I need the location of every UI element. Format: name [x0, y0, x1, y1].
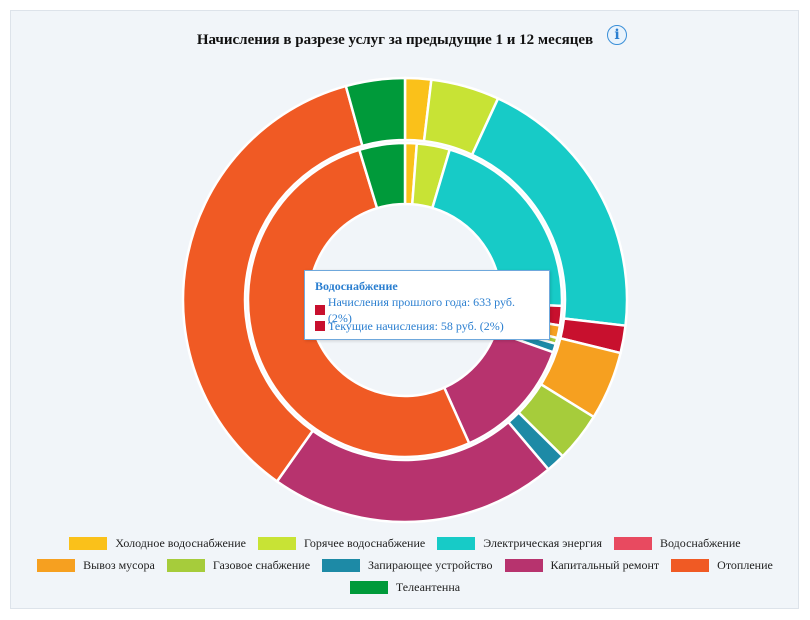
legend-swatch: [166, 558, 205, 572]
tooltip-row-2-text: Текущие начисления: 58 руб. (2%): [328, 319, 504, 333]
legend-item[interactable]: Водоснабжение: [614, 536, 741, 551]
legend-label: Вывоз мусора: [83, 557, 155, 572]
legend-item[interactable]: Запирающее устройство: [322, 558, 493, 573]
tooltip-row-1: Начисления прошлого года: 633 руб. (2%): [315, 295, 539, 325]
legend-label: Горячее водоснабжение: [303, 535, 426, 550]
legend-swatch: [349, 580, 388, 594]
tooltip-swatch-1: [315, 305, 325, 315]
legend-item[interactable]: Холодное водоснабжение: [69, 536, 246, 551]
legend-item[interactable]: Газовое снабжение: [166, 557, 311, 573]
tooltip-swatch-2: [315, 321, 325, 331]
legend-label: Холодное водоснабжение: [115, 535, 246, 550]
legend-swatch: [69, 536, 108, 550]
legend-swatch: [437, 536, 476, 550]
slice-outer-8[interactable]: [181, 84, 364, 484]
legend-label: Водоснабжение: [660, 535, 741, 550]
legend-item[interactable]: Вывоз мусора: [37, 558, 155, 573]
tooltip-row-1-text: Начисления прошлого года: 633 руб. (2%): [327, 295, 515, 325]
legend-row-3: Телеантенна: [0, 576, 810, 598]
tooltip-row-2: Текущие начисления: 58 руб. (2%): [315, 318, 539, 334]
legend-item[interactable]: Телеантенна: [349, 579, 461, 595]
tooltip-title: Водоснабжение: [315, 279, 398, 293]
legend: Холодное водоснабжение Горячее водоснабже…: [0, 532, 810, 598]
legend-item[interactable]: Электрическая энергия: [437, 536, 602, 551]
slice-outer-9[interactable]: [344, 76, 407, 148]
legend-swatch: [322, 558, 361, 572]
legend-swatch: [671, 558, 710, 572]
info-icon[interactable]: i: [607, 25, 627, 45]
legend-swatch: [257, 536, 296, 550]
legend-label: Запирающее устройство: [368, 557, 493, 572]
legend-row-2: Вывоз мусора Газовое снабжение Запирающее …: [0, 554, 810, 576]
legend-item[interactable]: Отопление: [671, 558, 773, 573]
tooltip: Водоснабжение Начисления прошлого года: …: [304, 270, 550, 340]
legend-label: Газовое снабжение: [212, 557, 311, 572]
legend-label: Телеантенна: [395, 579, 461, 594]
legend-label: Отопление: [717, 557, 773, 572]
legend-label: Капитальный ремонт: [550, 557, 660, 572]
legend-swatch: [504, 558, 543, 572]
chart-title: Начисления в разрезе услуг за предыдущие…: [196, 32, 594, 48]
legend-label: Электрическая энергия: [483, 535, 603, 550]
legend-item[interactable]: Капитальный ремонт: [504, 557, 660, 573]
legend-swatch: [37, 558, 76, 572]
legend-item[interactable]: Горячее водоснабжение: [257, 535, 426, 551]
slice-inner-9[interactable]: [357, 141, 407, 210]
legend-row-1: Холодное водоснабжение Горячее водоснабже…: [0, 532, 810, 554]
slice-inner-8[interactable]: [246, 148, 471, 459]
legend-swatch: [614, 536, 653, 550]
